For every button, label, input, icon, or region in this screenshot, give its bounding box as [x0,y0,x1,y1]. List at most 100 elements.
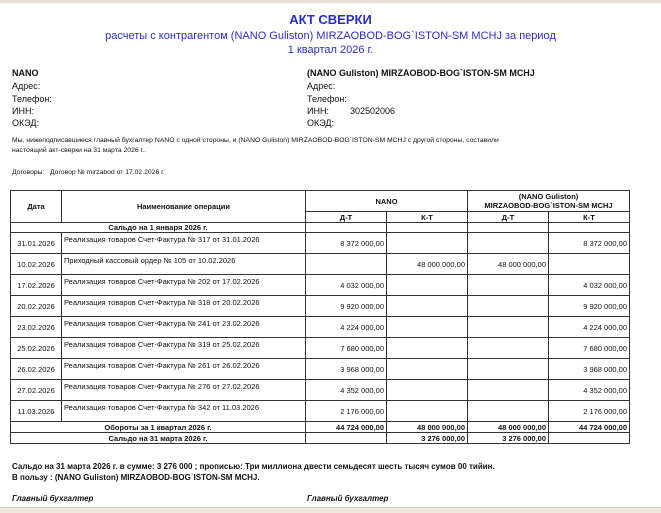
row-left-credit [386,274,468,296]
row-date: 31.01.2026 [10,232,62,254]
row-left-debit: 8 372 000,00 [305,232,387,254]
table-row: 26.02.2026 Реализация товаров Счет-Фактур… [10,358,630,380]
row-operation: Реализация товаров Счет-Фактура № 276 от… [61,379,306,401]
table-row: 27.02.2026 Реализация товаров Счет-Фактур… [10,379,630,401]
table-row: 11.03.2026 Реализация товаров Счет-Фактур… [10,400,630,422]
row-right-debit [467,337,549,359]
party-left-okzd: ОКЭД: [12,118,40,128]
closing-right-debit: 3 276 000,00 [467,432,549,444]
reconciliation-table: Дата Наименование операции NANO (NANO Gu… [10,190,630,444]
party-right-inn-label: ИНН: [307,106,329,116]
table-row: 20.02.2026 Реализация товаров Счет-Фактур… [10,295,630,317]
header-nano: NANO [305,190,468,212]
table-row: 23.02.2026 Реализация товаров Счет-Фактур… [10,316,630,338]
header-operation: Наименование операции [61,190,306,223]
row-left-credit [386,295,468,317]
row-left-debit: 4 352 000,00 [305,379,387,401]
row-date: 25.02.2026 [10,337,62,359]
row-right-credit [548,253,630,275]
row-right-credit: 7 680 000,00 [548,337,630,359]
row-left-debit: 3 968 000,00 [305,358,387,380]
intro-line-2: настоящий акт-сверки на 31 марта 2026 г.… [12,147,146,154]
row-left-debit: 4 224 000,00 [305,316,387,338]
row-date: 11.03.2026 [10,400,62,422]
table-row: 25.02.2026 Реализация товаров Счет-Фактур… [10,337,630,359]
row-left-credit [386,400,468,422]
row-date: 23.02.2026 [10,316,62,338]
contracts-label: Договоры: [12,169,45,176]
row-operation: Реализация товаров Счет-Фактура № 318 от… [61,295,306,317]
row-left-credit [386,379,468,401]
closing-right-credit [548,432,630,444]
turnover-row: Обороты за 1 квартал 2026 г. 44 724 000,… [10,421,630,433]
header-right-debit: Д-Т [467,211,549,223]
row-date: 17.02.2026 [10,274,62,296]
party-left-phone: Телефон: [12,94,52,104]
closing-balance-row: Сальдо на 31 марта 2026 г. 3 276 000,00 … [10,432,630,444]
table-row: 17.02.2026 Реализация товаров Счет-Фактур… [10,274,630,296]
party-right-phone: Телефон: [307,94,347,104]
row-right-debit [467,400,549,422]
intro-line-1: Мы, нижеподписавшиеся главный бухгалтер … [12,137,499,144]
header-left-credit: К-Т [386,211,468,223]
table-row: 10.02.2026 Приходный кассовый ордер № 105… [10,253,630,275]
turnover-label: Обороты за 1 квартал 2026 г. [10,421,306,433]
row-operation: Приходный кассовый ордер № 105 от 10.02.… [61,253,306,275]
row-right-credit: 4 032 000,00 [548,274,630,296]
header-left-debit: Д-Т [305,211,387,223]
header-counterparty-line1: (NANO Guliston) [518,192,579,201]
header-counterparty: (NANO Guliston) MIRZAOBOD-BOG`ISTON-SM MC… [467,190,630,212]
row-operation: Реализация товаров Счет-Фактура № 241 от… [61,316,306,338]
party-right-name: (NANO Guliston) MIRZAOBOD-BOG`ISTON-SM M… [307,68,535,78]
row-right-credit: 3 968 000,00 [548,358,630,380]
header-right-credit: К-Т [548,211,630,223]
row-left-debit: 7 680 000,00 [305,337,387,359]
row-date: 27.02.2026 [10,379,62,401]
party-left-inn: ИНН: [12,106,34,116]
row-right-credit: 8 372 000,00 [548,232,630,254]
row-right-debit: 48 000 000,00 [467,253,549,275]
party-right-address: Адрес: [307,81,336,91]
row-right-debit [467,295,549,317]
signature-left: Главный бухгалтер [12,494,94,503]
closing-label: Сальдо на 31 марта 2026 г. [10,432,306,444]
row-operation: Реализация товаров Счет-Фактура № 261 от… [61,358,306,380]
row-right-credit: 4 224 000,00 [548,316,630,338]
row-left-debit: 4 032 000,00 [305,274,387,296]
opening-balance-label: Сальдо на 1 января 2026 г. [10,222,306,233]
header-counterparty-line2: MIRZAOBOD-BOG`ISTON-SM MCHJ [484,201,613,210]
party-right-inn: 302502006 [350,106,396,116]
party-left-address: Адрес: [12,81,41,91]
row-left-debit: 9 920 000,00 [305,295,387,317]
row-left-debit [305,253,387,275]
row-operation: Реализация товаров Счет-Фактура № 319 от… [61,337,306,359]
row-right-credit: 9 920 000,00 [548,295,630,317]
header-date: Дата [10,190,62,223]
party-left-name: NANO [12,68,39,78]
signature-right: Главный бухгалтер [307,494,389,503]
row-left-debit: 2 176 000,00 [305,400,387,422]
document-title: АКТ СВЕРКИ [289,12,372,27]
row-right-debit [467,274,549,296]
turnover-right-credit: 44 724 000,00 [548,421,630,433]
row-right-debit [467,358,549,380]
row-left-credit [386,232,468,254]
row-operation: Реализация товаров Счет-Фактура № 317 от… [61,232,306,254]
turnover-left-credit: 48 000 000,00 [386,421,468,433]
row-right-credit: 4 352 000,00 [548,379,630,401]
row-right-debit [467,232,549,254]
table-row: 31.01.2026 Реализация товаров Счет-Фактур… [10,232,630,254]
opening-balance-row: Сальдо на 1 января 2026 г. [10,222,630,233]
closing-left-debit [305,432,387,444]
row-operation: Реализация товаров Счет-Фактура № 342 от… [61,400,306,422]
closing-left-credit: 3 276 000,00 [386,432,468,444]
row-left-credit [386,358,468,380]
row-date: 10.02.2026 [10,253,62,275]
row-left-credit: 48 000 000,00 [386,253,468,275]
row-right-debit [467,379,549,401]
row-right-credit: 2 176 000,00 [548,400,630,422]
row-date: 20.02.2026 [10,295,62,317]
turnover-right-debit: 48 000 000,00 [467,421,549,433]
row-left-credit [386,337,468,359]
row-operation: Реализация товаров Счет-Фактура № 202 от… [61,274,306,296]
